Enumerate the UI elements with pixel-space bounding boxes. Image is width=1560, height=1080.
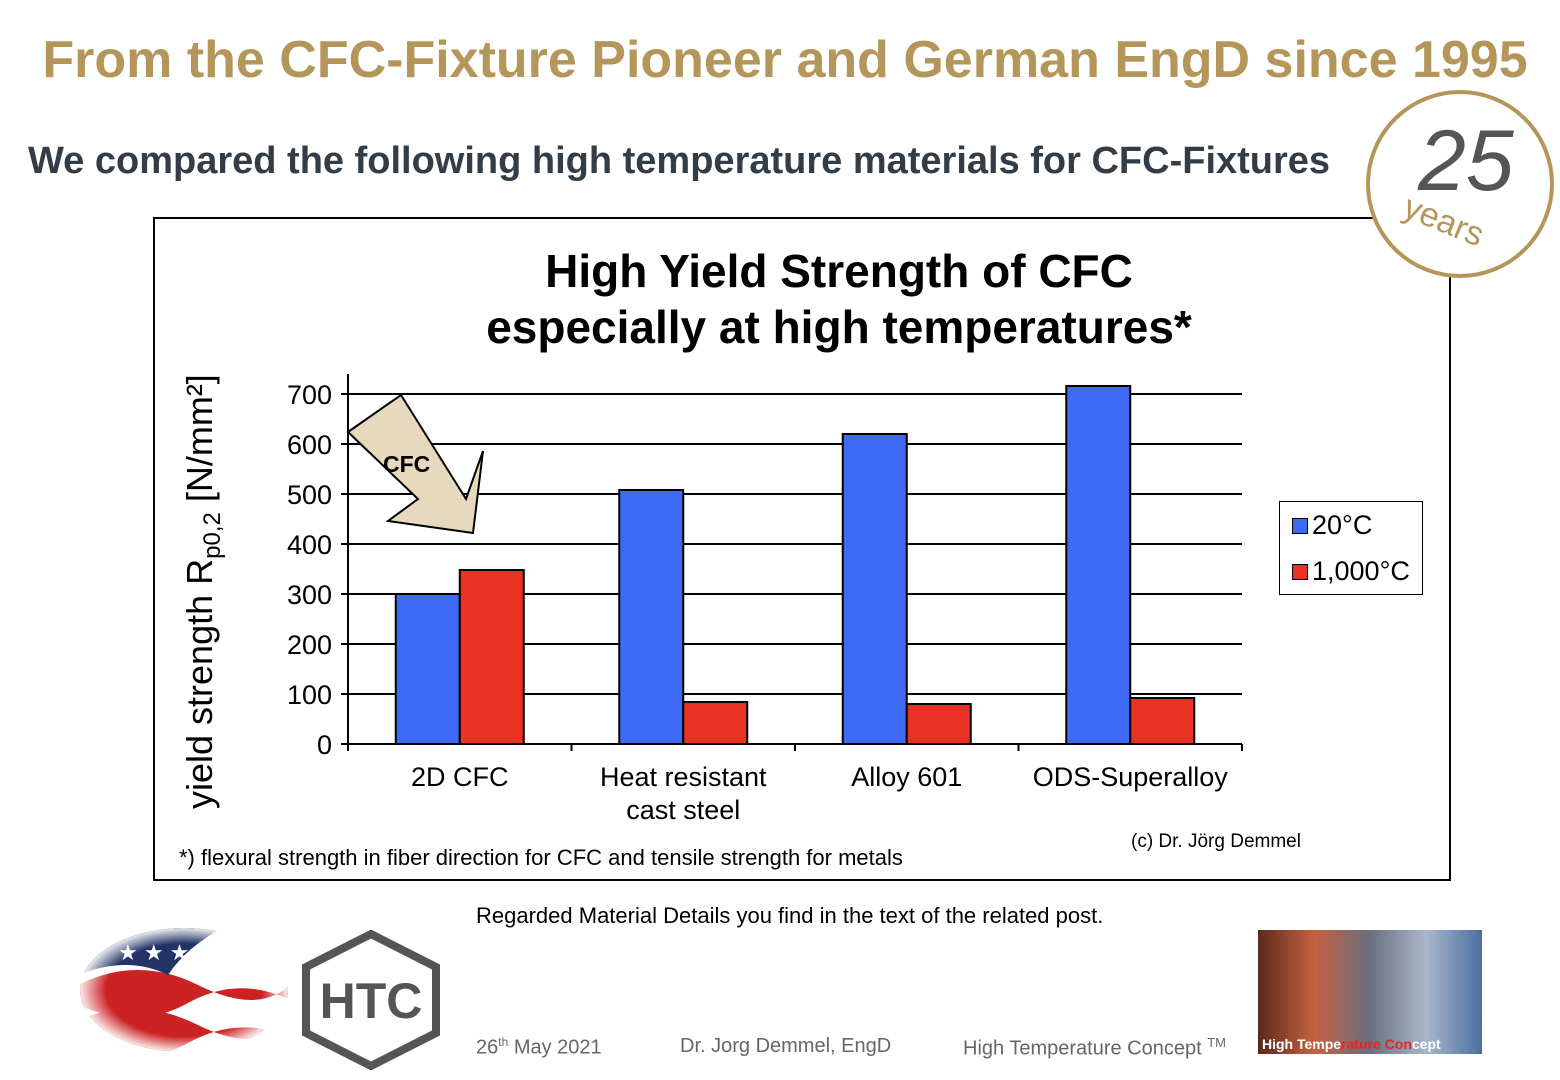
- footnote: *) flexural strength in fiber direction …: [179, 845, 903, 870]
- x-tick-label: cast steel: [626, 795, 740, 825]
- y-tick-label: 200: [287, 630, 332, 660]
- company-name: High Temperature Concept: [963, 1037, 1202, 1060]
- chart-title-line2: especially at high temperatures*: [486, 301, 1192, 353]
- bar-20c: [618, 489, 685, 745]
- us-flag-logo: ★ ★ ★: [80, 928, 288, 1052]
- y-tick-label: 100: [287, 680, 332, 710]
- y-tick-label: 600: [287, 430, 332, 460]
- bar-20c: [1065, 385, 1132, 745]
- x-tick-label: 2D CFC: [411, 762, 509, 792]
- date-sup: th: [498, 1035, 509, 1049]
- note: Regarded Material Details you find in th…: [476, 903, 1104, 928]
- footer-company: High Temperature Concept TM: [963, 1035, 1226, 1061]
- x-tick-label: Alloy 601: [851, 762, 962, 792]
- copyright: (c) Dr. Jörg Demmel: [1131, 831, 1301, 852]
- chart-frame: High Yield Strength of CFC especially at …: [153, 217, 1451, 881]
- cfc-arrow-label: CFC: [383, 451, 430, 477]
- legend-label: 1,000°C: [1312, 556, 1410, 586]
- cfc-arrow: [346, 393, 484, 535]
- y-tick-label: 300: [287, 580, 332, 610]
- trademark: TM: [1207, 1035, 1226, 1050]
- footer-author: Dr. Jorg Demmel, EngD: [680, 1035, 892, 1057]
- company-photo: High Temperature Concept: [1258, 930, 1482, 1054]
- date-day: 26: [476, 1036, 499, 1059]
- chart-title: High Yield Strength of CFC especially at …: [155, 243, 1449, 355]
- date-rest: May 2021: [508, 1036, 602, 1059]
- legend-item-1000c: 1,000°C: [1292, 556, 1410, 587]
- x-tick-label: Heat resistant: [600, 762, 767, 792]
- bar-1000c: [905, 703, 972, 745]
- legend: 20°C 1,000°C: [1279, 501, 1423, 595]
- y-tick-label: 0: [317, 730, 332, 760]
- bar-1000c: [458, 569, 525, 745]
- footer-date: 26th May 2021: [476, 1035, 602, 1060]
- x-tick-label: ODS-Superalloy: [1033, 762, 1229, 792]
- anniversary-badge: 25 years: [1366, 90, 1554, 278]
- bar-1000c: [682, 701, 749, 745]
- bar-20c: [394, 593, 461, 745]
- page-title: From the CFC-Fixture Pioneer and German …: [42, 31, 1528, 89]
- legend-swatch: [1292, 517, 1308, 534]
- bar-chart: 0 100 200 300 400 500 600 700 CFC 2D CFC Heat resi…: [287, 374, 1243, 825]
- legend-swatch: [1292, 563, 1308, 580]
- htc-logo: HTC: [302, 930, 440, 1070]
- y-tick-label: 700: [287, 380, 332, 410]
- photo-caption: High Temperature Concept: [1262, 1036, 1441, 1052]
- badge-number: 25: [1418, 113, 1514, 209]
- bar-1000c: [1129, 697, 1196, 745]
- chart-title-line1: High Yield Strength of CFC: [545, 245, 1133, 297]
- htc-logo-text: HTC: [320, 973, 423, 1029]
- y-tick-label: 400: [287, 530, 332, 560]
- page-subtitle: We compared the following high temperatu…: [28, 140, 1331, 182]
- bar-20c: [841, 433, 908, 745]
- y-tick-label: 500: [287, 480, 332, 510]
- legend-item-20c: 20°C: [1292, 510, 1372, 541]
- legend-label: 20°C: [1312, 510, 1373, 540]
